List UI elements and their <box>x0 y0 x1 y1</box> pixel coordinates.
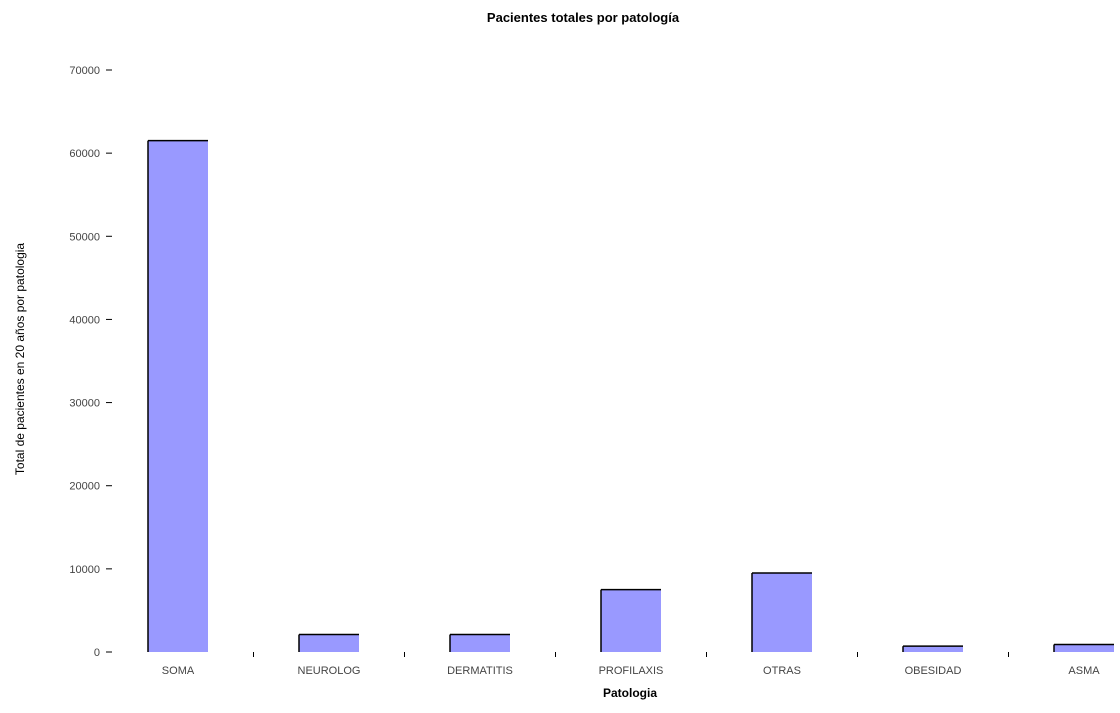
bar-dermatitis <box>450 634 510 652</box>
x-tick-label: PROFILAXIS <box>599 665 664 677</box>
x-tick-label: OTRAS <box>763 665 801 677</box>
bar-neurolog <box>299 634 359 652</box>
x-tick-label: DERMATITIS <box>447 665 513 677</box>
x-tick-label: SOMA <box>162 665 195 677</box>
y-axis-label: Total de pacientes en 20 años por patolo… <box>13 243 27 475</box>
y-tick-label: 40000 <box>69 314 100 326</box>
x-axis-label: Patologia <box>603 686 657 700</box>
bar-soma <box>148 140 208 652</box>
chart-title: Pacientes totales por patología <box>487 10 680 25</box>
bar-asma <box>1054 644 1114 652</box>
x-tick-label: NEUROLOG <box>298 665 361 677</box>
y-tick-label: 60000 <box>69 148 100 160</box>
y-tick-label: 50000 <box>69 231 100 243</box>
bars-group <box>147 139 1114 652</box>
y-tick-label: 0 <box>94 647 100 659</box>
bar-otras <box>752 573 812 652</box>
x-tick-label: OBESIDAD <box>905 665 962 677</box>
y-tick-label: 70000 <box>69 65 100 77</box>
x-axis: SOMA NEUROLOG DERMATITIS PROFILAXIS OTRAS OBE… <box>162 652 1100 677</box>
bar-profilaxis <box>601 589 661 652</box>
x-tick-label: ASMA <box>1068 665 1100 677</box>
y-axis: 0 10000 20000 30000 40000 50000 60000 70000 <box>69 65 112 659</box>
y-tick-label: 10000 <box>69 564 100 576</box>
y-tick-label: 20000 <box>69 481 100 493</box>
y-tick-label: 30000 <box>69 398 100 410</box>
bar-obesidad <box>903 646 963 652</box>
